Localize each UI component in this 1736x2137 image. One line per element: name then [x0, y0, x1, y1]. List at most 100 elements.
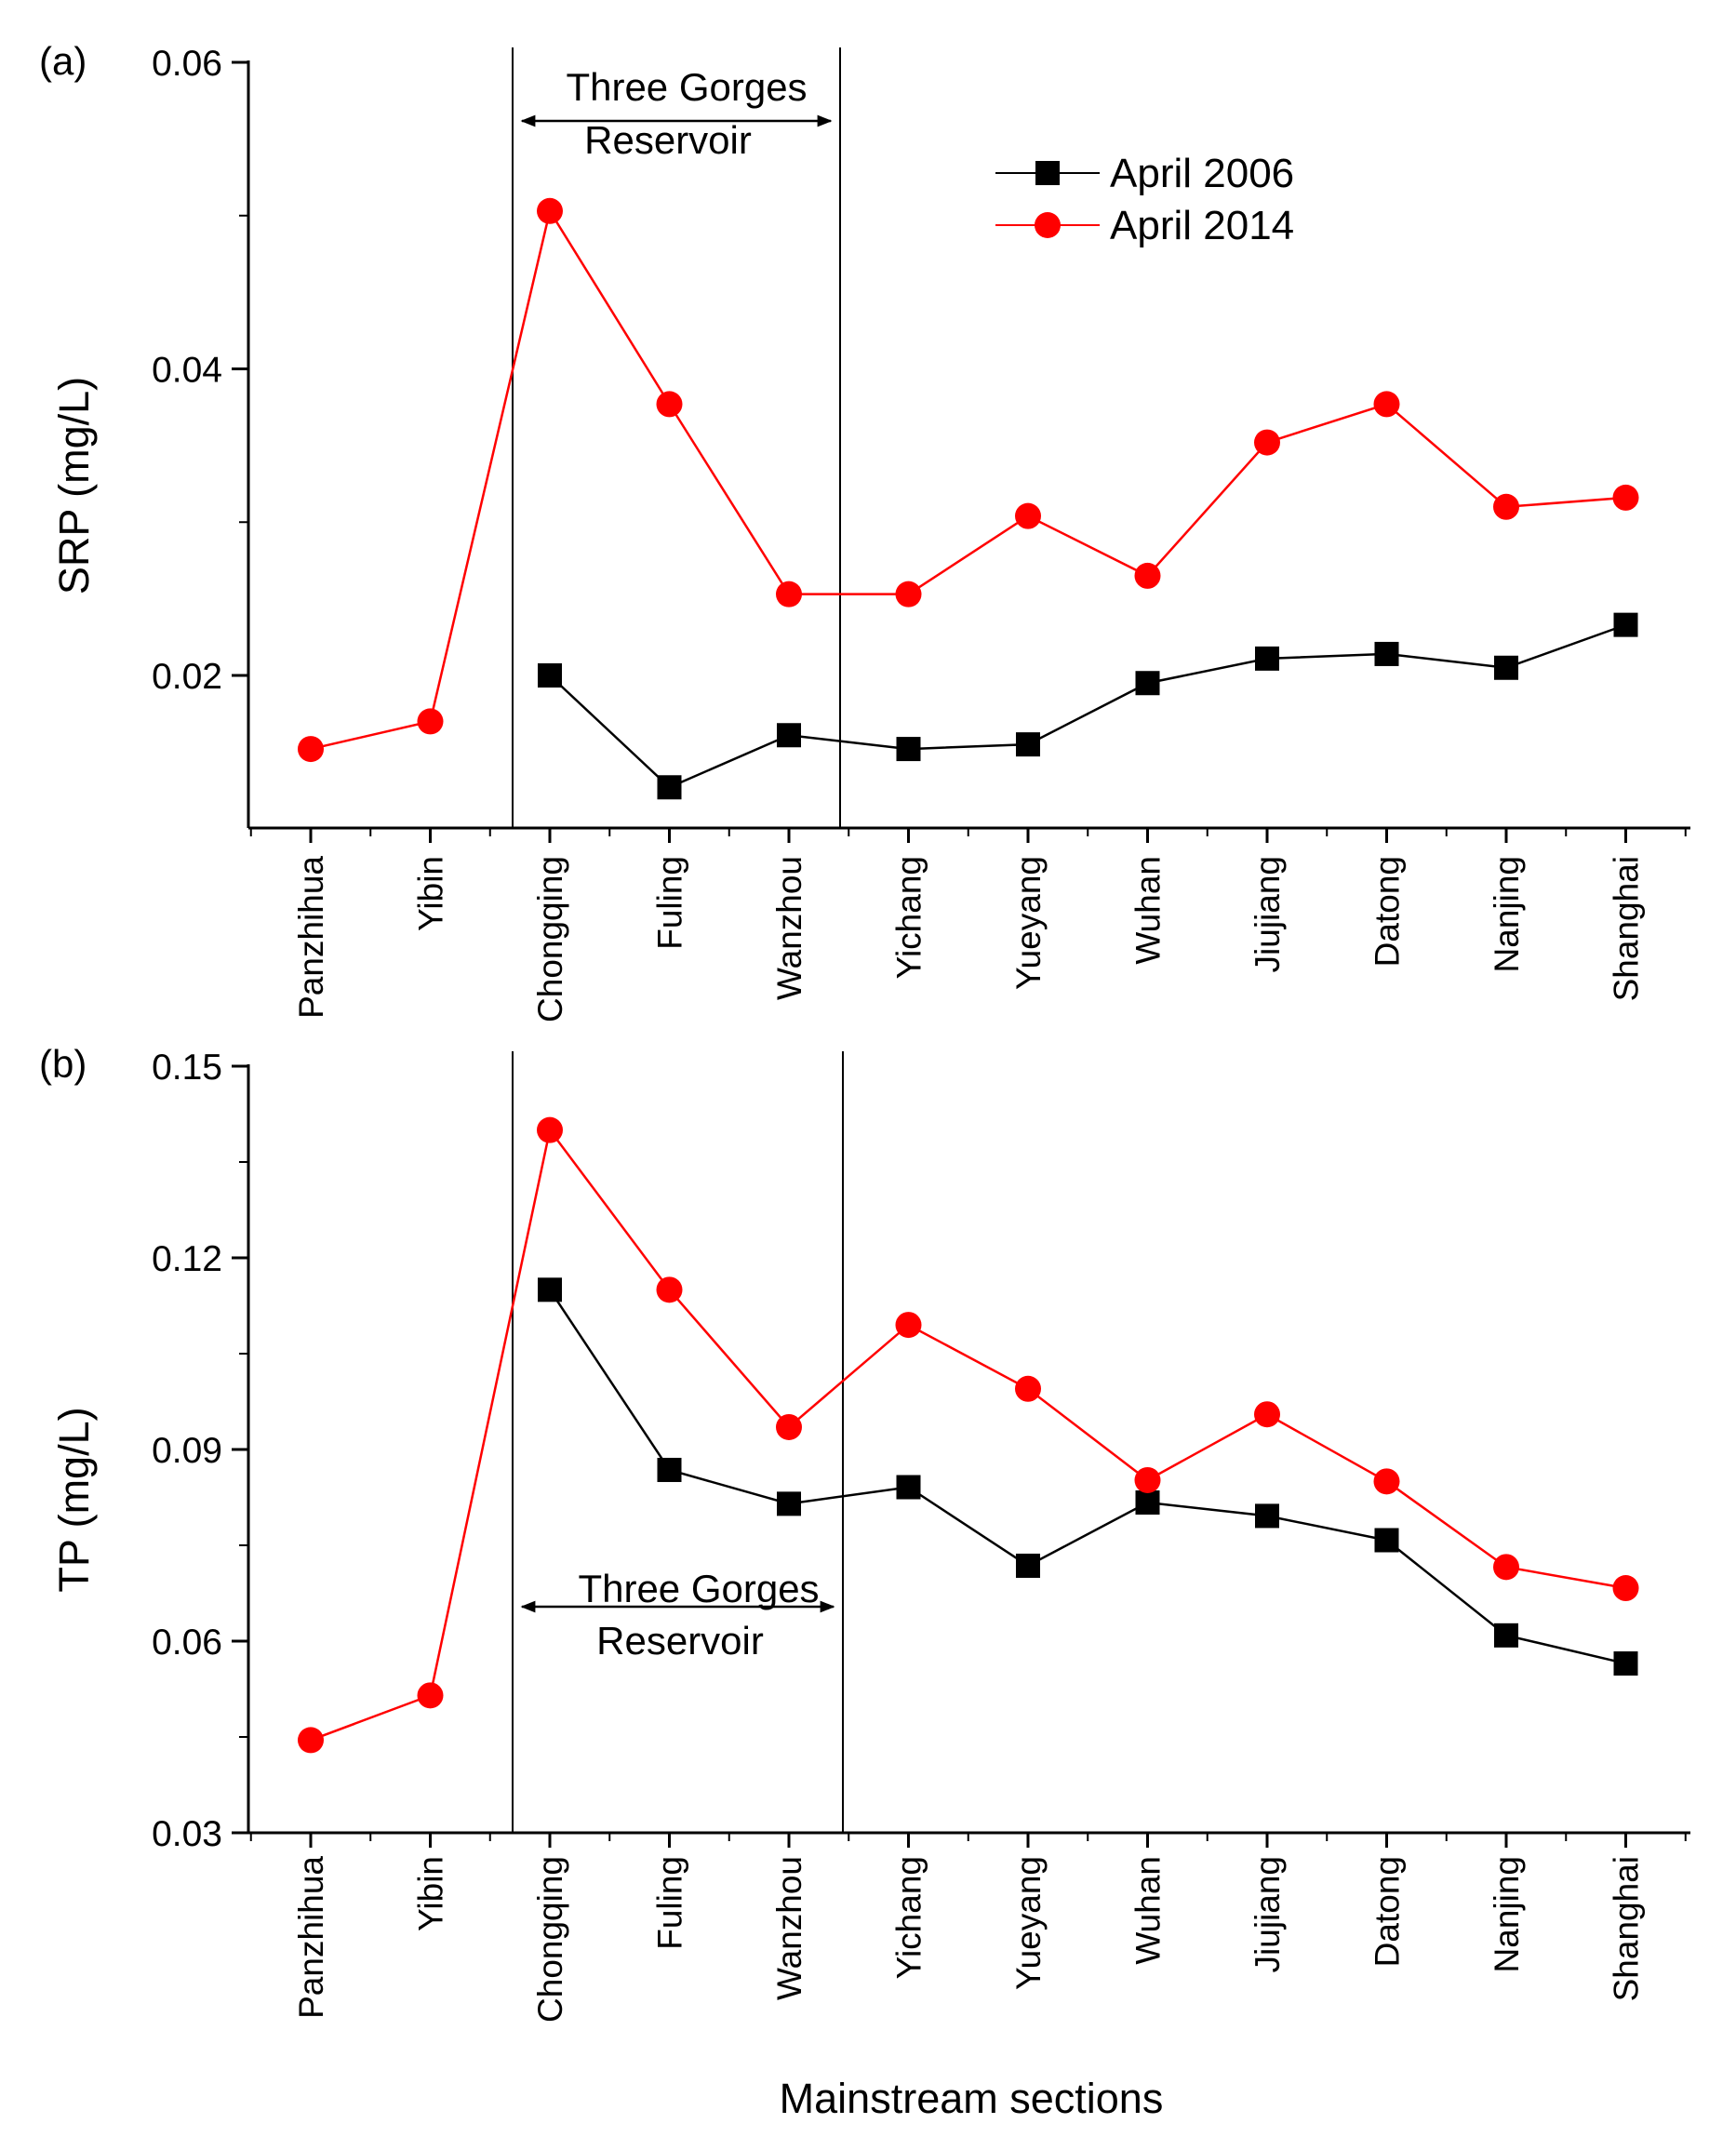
legend-label-2006: April 2006: [1110, 151, 1294, 196]
data-point-april-2014: [776, 581, 802, 608]
x-category-label: Yichang: [890, 1856, 928, 1979]
y-tick-label: 0.06: [152, 1623, 222, 1663]
panel-a-y-axis-title: SRP (mg/L): [50, 377, 98, 594]
series-line-april-2006: [549, 623, 1626, 789]
data-point-april-2006: [777, 1491, 801, 1516]
panel-a-category-labels: Panzhihua Yibin Chongqing Fuling Wanzhou Yich…: [292, 856, 1646, 1022]
x-category-label: Yibin: [412, 856, 450, 931]
data-point-april-2006: [1494, 655, 1518, 680]
data-point-april-2014: [656, 1276, 683, 1303]
x-category-label: Chongqing: [531, 1856, 569, 2023]
x-category-label: Yueyang: [1009, 856, 1048, 990]
panel-b-tp: (b) TP (mg/L) 0.03 0.06 0.09 0.12 0.15 Panzh…: [39, 1042, 1690, 2122]
data-point-april-2006: [1255, 1503, 1279, 1529]
data-point-april-2006: [1135, 671, 1160, 696]
data-point-april-2014: [417, 708, 444, 735]
series-line-april-2014: [310, 207, 1626, 751]
x-category-label: Yibin: [412, 1856, 450, 1931]
panel-b-annotation-line1: Three Gorges: [578, 1567, 819, 1610]
data-point-april-2014: [537, 197, 563, 224]
panel-b-series: [298, 1116, 1639, 1754]
data-point-april-2014: [1015, 502, 1041, 529]
y-tick-label: 0.15: [152, 1048, 222, 1088]
data-point-april-2014: [298, 1727, 324, 1754]
panel-b-category-labels: Panzhihua Yibin Chongqing Fuling Wanzhou Yich…: [292, 1856, 1646, 2023]
data-point-april-2006: [896, 737, 921, 762]
panel-a-ticks: 0.02 0.04 0.06: [152, 44, 1687, 843]
x-category-label: Panzhihua: [292, 1856, 330, 2019]
data-point-april-2006: [1374, 641, 1399, 666]
x-category-label: Yichang: [890, 856, 928, 979]
panel-a-label: (a): [39, 39, 87, 83]
x-category-label: Nanjing: [1488, 856, 1526, 972]
data-point-april-2014: [895, 581, 922, 608]
x-category-label: Shanghai: [1608, 1856, 1646, 2001]
y-tick-label: 0.09: [152, 1431, 222, 1471]
data-point-april-2014: [1612, 484, 1639, 511]
data-point-april-2006: [1613, 1651, 1638, 1676]
data-point-april-2014: [1493, 1554, 1519, 1581]
x-category-label: Panzhihua: [292, 856, 330, 1019]
data-point-april-2006: [1016, 1553, 1040, 1578]
x-category-label: Nanjing: [1488, 1856, 1526, 1972]
data-point-april-2006: [1374, 1528, 1399, 1553]
y-tick-label: 0.12: [152, 1239, 222, 1279]
data-point-april-2014: [1254, 429, 1280, 456]
data-point-april-2014: [776, 1413, 802, 1440]
panel-a-axes: [247, 47, 1690, 830]
data-point-april-2014: [1612, 1575, 1639, 1602]
panel-a-reservoir-annotation: Three Gorges Reservoir: [520, 65, 833, 162]
data-point-april-2014: [1254, 1401, 1280, 1428]
x-category-label: Datong: [1369, 1856, 1407, 1967]
legend-marker-2014: [1035, 212, 1061, 238]
data-point-april-2006: [1016, 732, 1040, 757]
series-line-april-2006: [548, 1289, 1626, 1665]
data-point-april-2006: [1255, 646, 1279, 671]
data-point-april-2006: [657, 775, 682, 800]
data-point-april-2014: [656, 391, 683, 418]
panel-a-series: [298, 197, 1639, 800]
data-point-april-2006: [1494, 1623, 1518, 1648]
data-point-april-2006: [777, 723, 801, 748]
data-point-april-2014: [1373, 391, 1400, 418]
x-axis-title: Mainstream sections: [780, 2075, 1164, 2122]
data-point-april-2006: [538, 663, 562, 688]
data-point-april-2006: [1613, 612, 1638, 637]
y-tick-label: 0.06: [152, 44, 222, 84]
panel-b-annotation-line2: Reservoir: [596, 1619, 764, 1663]
x-category-label: Wuhan: [1129, 856, 1168, 965]
data-point-april-2006: [896, 1475, 921, 1500]
x-category-label: Shanghai: [1608, 856, 1646, 1001]
data-point-april-2006: [1135, 1489, 1160, 1515]
panel-a-srp: (a) SRP (mg/L) 0.02 0.04 0.06 Panzhihua Yib…: [39, 39, 1690, 1022]
data-point-april-2014: [417, 1682, 444, 1709]
x-category-label: Chongqing: [531, 856, 569, 1022]
data-point-april-2006: [657, 1457, 682, 1482]
y-tick-label: 0.04: [152, 351, 222, 391]
data-point-april-2014: [298, 736, 324, 763]
x-category-label: Wanzhou: [770, 1856, 808, 2000]
panel-b-y-axis-title: TP (mg/L): [50, 1407, 98, 1592]
legend-label-2014: April 2014: [1110, 203, 1294, 248]
panel-a-annotation-line2: Reservoir: [584, 118, 752, 162]
y-tick-label: 0.02: [152, 657, 222, 697]
x-category-label: Datong: [1369, 856, 1407, 967]
data-point-april-2014: [895, 1312, 922, 1339]
data-point-april-2006: [538, 1277, 562, 1302]
x-category-label: Fuling: [651, 856, 689, 950]
x-category-label: Jiujiang: [1249, 856, 1287, 972]
x-category-label: Wuhan: [1129, 1856, 1168, 1965]
data-point-april-2014: [1134, 1466, 1161, 1493]
data-point-april-2014: [1015, 1375, 1041, 1402]
panel-b-reservoir-annotation: Three Gorges Reservoir: [520, 1567, 835, 1663]
legend-marker-2006: [1035, 161, 1060, 185]
panel-a-annotation-line1: Three Gorges: [566, 65, 807, 109]
x-category-label: Jiujiang: [1249, 1856, 1287, 1972]
y-tick-label: 0.03: [152, 1814, 222, 1854]
data-point-april-2014: [1373, 1468, 1400, 1495]
panel-b-ticks: 0.03 0.06 0.09 0.12 0.15: [152, 1048, 1687, 1854]
panel-a-legend: April 2006 April 2014: [995, 151, 1294, 248]
series-line-april-2014: [310, 1127, 1626, 1742]
x-category-label: Fuling: [651, 1856, 689, 1950]
